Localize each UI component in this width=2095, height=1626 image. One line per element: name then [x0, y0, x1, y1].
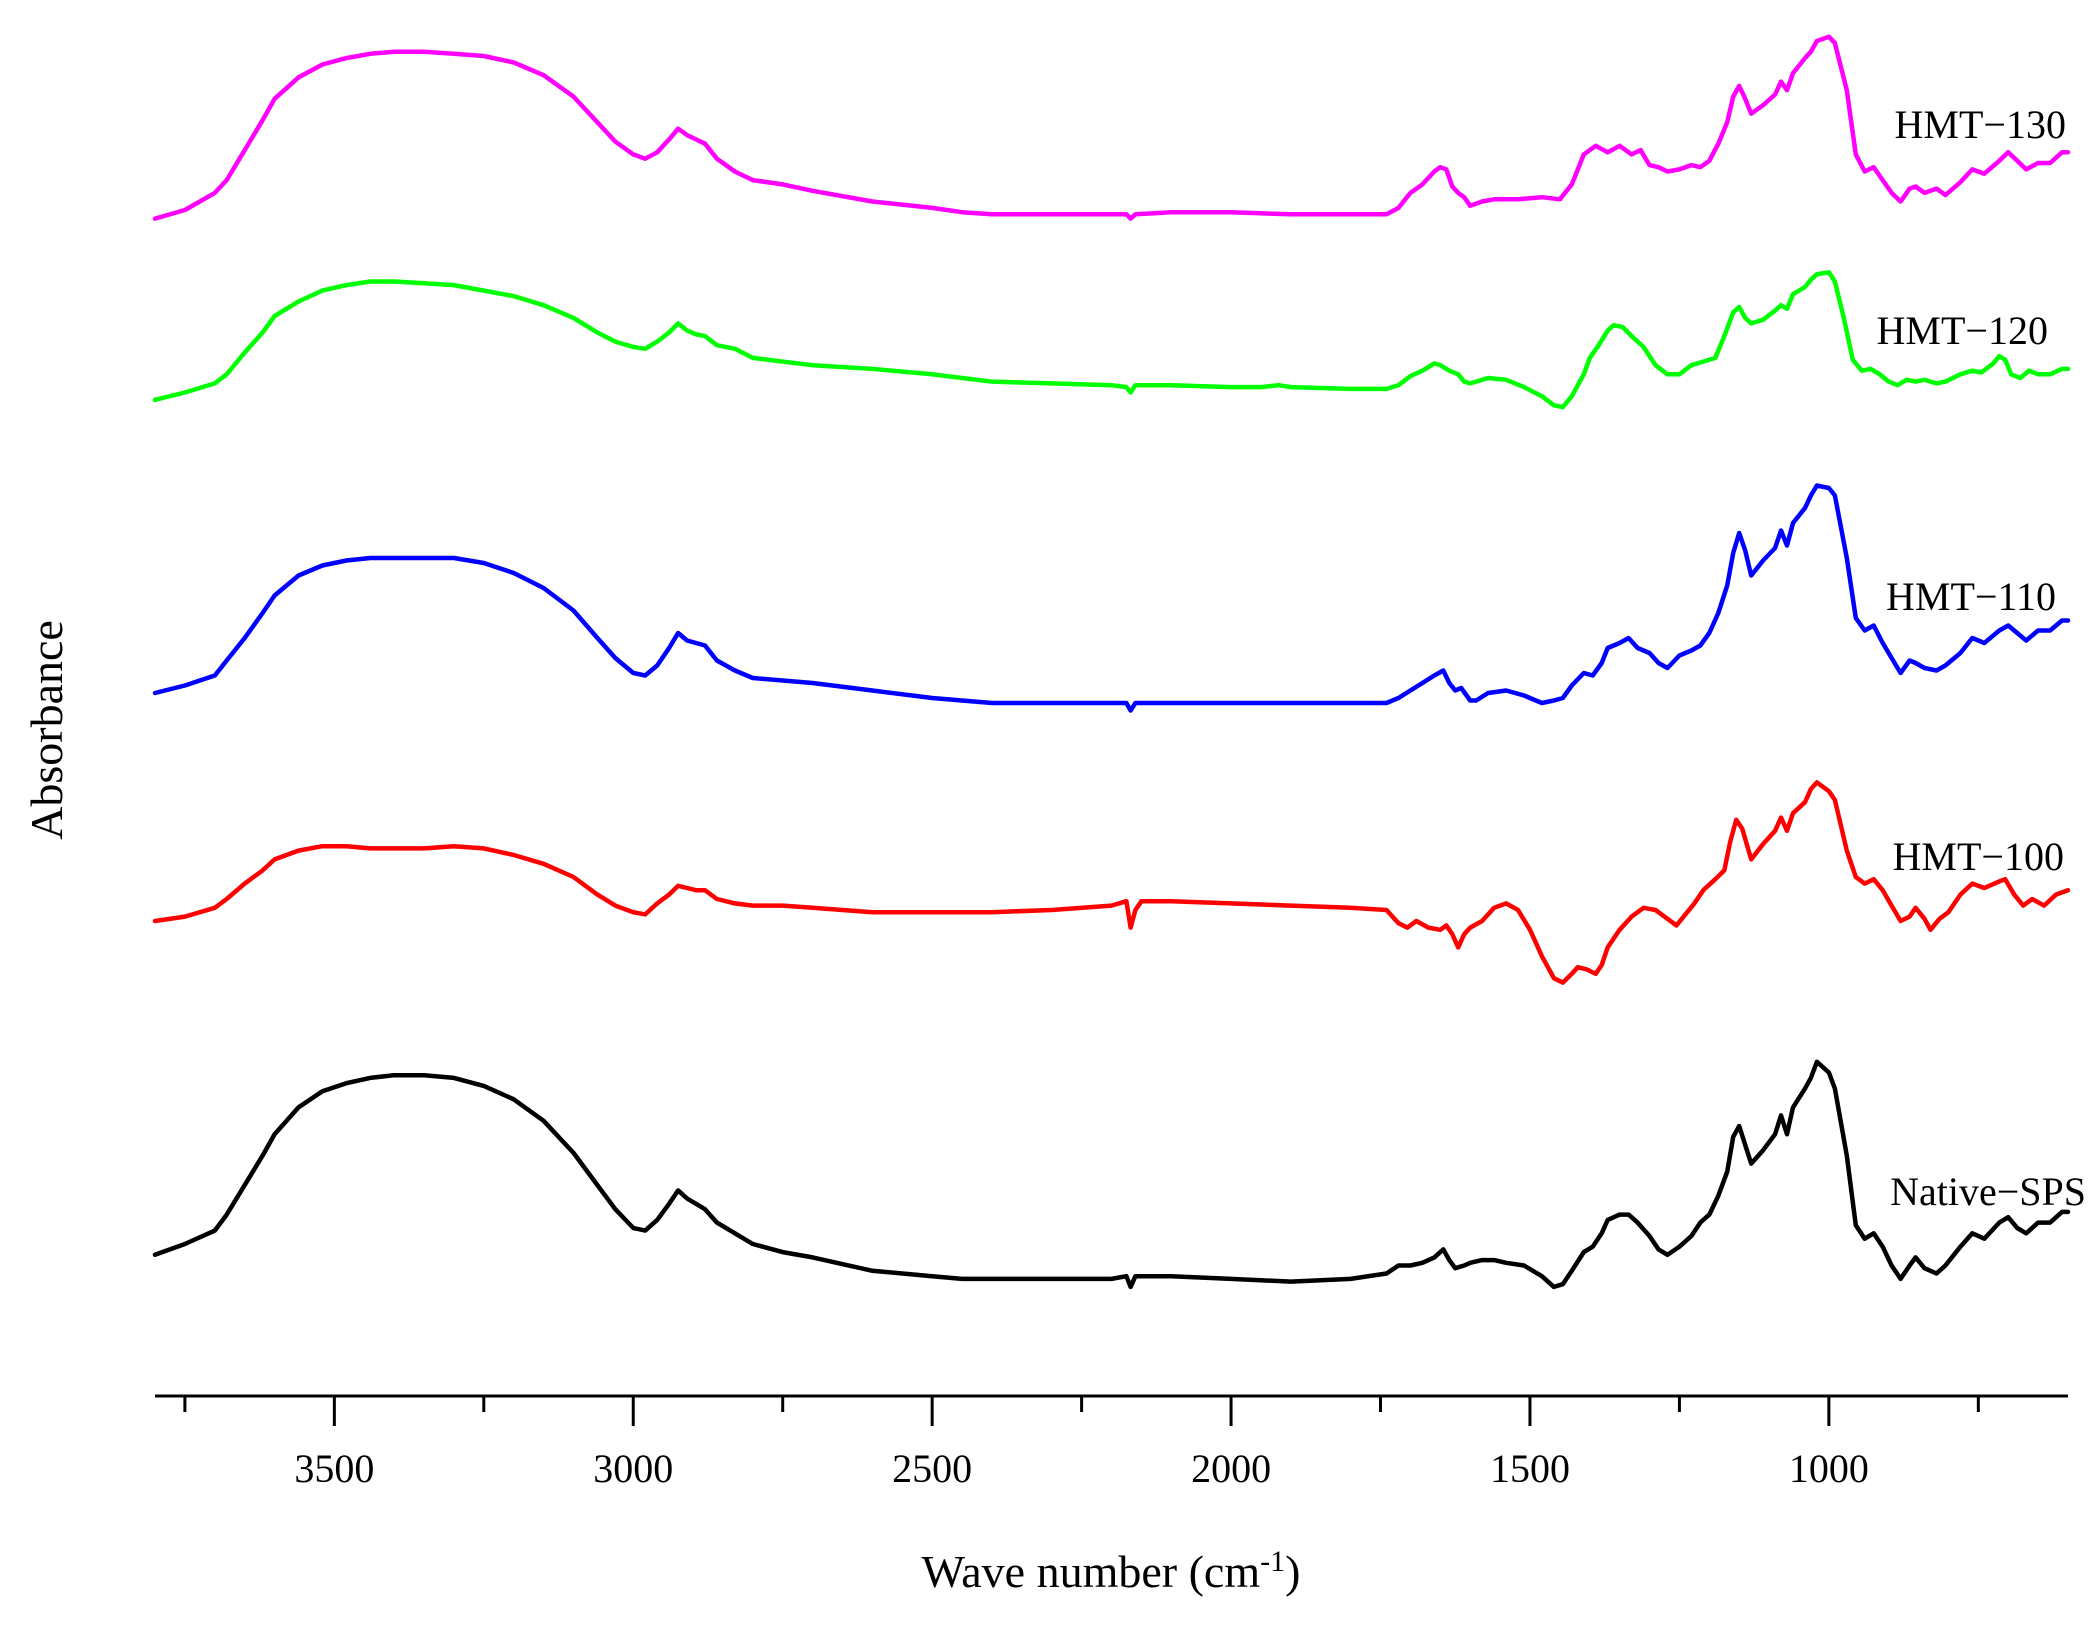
x-axis-title-close: )	[1285, 1546, 1300, 1597]
series-label: HMT−100	[1893, 834, 2064, 879]
y-axis-title: Absorbance	[21, 620, 72, 840]
x-tick-label: 1000	[1789, 1446, 1869, 1491]
x-axis-title-main: Wave number (cm	[922, 1546, 1261, 1597]
series-label: HMT−120	[1877, 308, 2048, 353]
series-label: HMT−110	[1886, 574, 2056, 619]
x-tick-label: 3500	[294, 1446, 374, 1491]
x-tick-layer: 3500 3000 2500 2000 1500 1000	[183, 1396, 1980, 1491]
x-tick-label: 3000	[593, 1446, 673, 1491]
series-line-hmt-100	[152, 780, 2071, 985]
series-line-hmt-120	[152, 270, 2071, 410]
series-layer: HMT−130 HMT−120 HMT−110 HMT−100 Native−SPS	[152, 34, 2086, 1290]
series-line-native-sps	[152, 1059, 2071, 1290]
x-axis-title-sup: -1	[1260, 1545, 1285, 1578]
x-tick-label: 1500	[1490, 1446, 1570, 1491]
series-line-hmt-130	[152, 34, 2071, 221]
x-tick-label: 2000	[1191, 1446, 1271, 1491]
series-line-hmt-110	[152, 483, 2071, 713]
x-axis-title: Wave number (cm-1)	[922, 1545, 1301, 1598]
series-label: HMT−130	[1895, 102, 2066, 147]
x-tick-label: 2500	[892, 1446, 972, 1491]
series-label: Native−SPS	[1890, 1169, 2086, 1214]
